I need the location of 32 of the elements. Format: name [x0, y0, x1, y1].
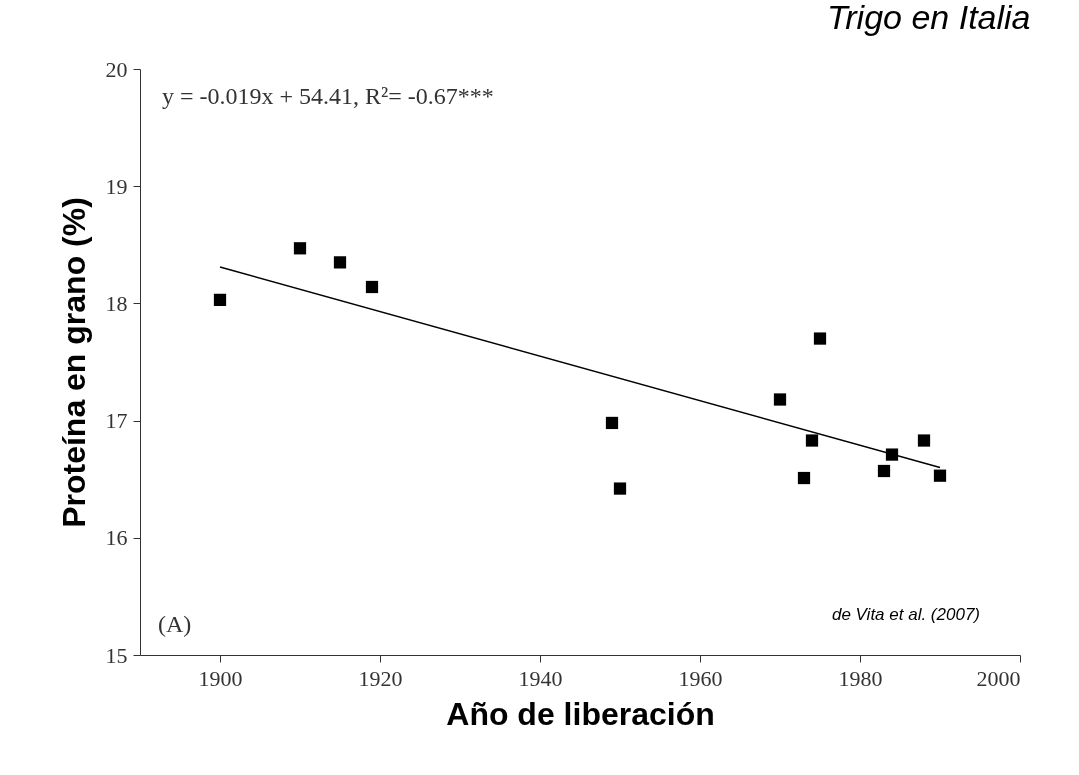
point: [333, 256, 347, 269]
point: [877, 464, 891, 478]
y-tick-label: 18: [105, 290, 128, 316]
point: [917, 434, 931, 447]
annotation: de Vita et al. (2007): [831, 605, 980, 624]
x-tick-label: 2000: [976, 665, 1021, 691]
annotation: y = -0.019x + 54.41, R²= -0.67***: [162, 83, 494, 109]
point: [365, 280, 379, 294]
y-tick-label: 15: [105, 642, 128, 668]
y-tick-label: 17: [105, 408, 128, 434]
point: [605, 416, 619, 430]
x-tick-label: 1960: [678, 665, 723, 691]
point: [797, 471, 811, 485]
point: [293, 242, 307, 255]
annotation: (A): [158, 611, 192, 637]
point: [885, 448, 899, 461]
y-tick-label: 20: [105, 56, 128, 82]
point: [813, 332, 827, 345]
x-tick-label: 1940: [518, 665, 563, 691]
point: [933, 469, 947, 482]
y-tick-label: 16: [105, 525, 128, 551]
point: [613, 482, 627, 495]
chart-title: Trigo en Italia: [827, 0, 1031, 36]
x-tick-label: 1980: [838, 665, 883, 691]
x-tick-label: 1920: [358, 665, 403, 691]
point: [773, 393, 787, 406]
y-tick-label: 19: [105, 173, 128, 199]
y-axis-title: Proteína en grano (%): [55, 197, 92, 528]
x-tick-label: 1900: [198, 665, 243, 691]
point: [213, 293, 227, 307]
point: [805, 434, 819, 447]
x-axis-title: Año de liberación: [446, 695, 715, 732]
